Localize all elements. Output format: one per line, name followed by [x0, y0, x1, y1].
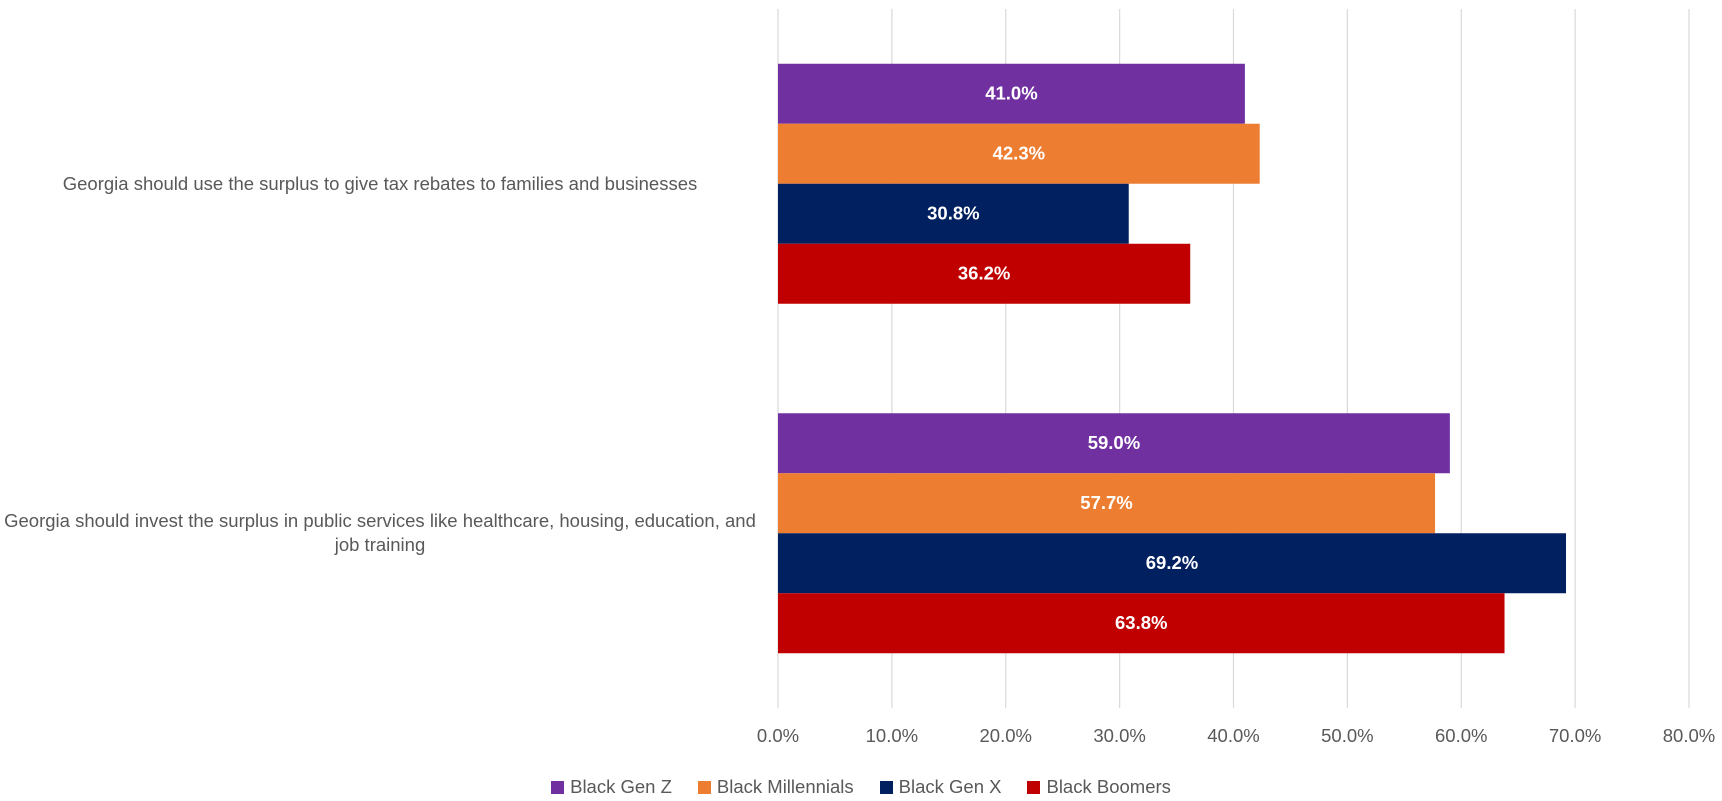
legend-item: Black Millennials: [697, 776, 854, 798]
x-tick-label: 0.0%: [757, 725, 799, 746]
legend-label: Black Boomers: [1046, 776, 1171, 797]
legend-label: Black Millennials: [716, 776, 854, 797]
x-tick-label: 20.0%: [980, 725, 1032, 746]
x-tick-label: 30.0%: [1093, 725, 1145, 746]
value-label: 42.3%: [993, 143, 1045, 164]
bar: [778, 243, 1191, 304]
value-label: 69.2%: [1146, 552, 1198, 573]
category-label: Georgia should use the surplus to give t…: [62, 172, 698, 194]
x-tick-label: 40.0%: [1207, 725, 1259, 746]
value-label: 59.0%: [1088, 432, 1140, 453]
legend-swatch: [551, 780, 565, 794]
x-tick-label: 60.0%: [1435, 725, 1487, 746]
legend-item: Black Gen Z: [551, 776, 672, 798]
value-label: 41.0%: [985, 83, 1037, 104]
legend-item: Black Boomers: [1027, 776, 1171, 798]
legend: Black Gen Z Black Millennials Black Gen X B…: [0, 776, 1722, 798]
legend-swatch: [1027, 780, 1041, 794]
value-label: 57.7%: [1080, 492, 1132, 513]
bar: [778, 533, 1567, 594]
value-label: 63.8%: [1115, 612, 1167, 633]
x-tick-label: 80.0%: [1663, 725, 1715, 746]
bar: [778, 183, 1129, 244]
x-tick-label: 70.0%: [1549, 725, 1601, 746]
value-label: 30.8%: [927, 203, 979, 224]
legend-swatch: [879, 780, 893, 794]
bar: [778, 413, 1450, 474]
legend-label: Black Gen X: [898, 776, 1002, 797]
x-tick-label: 50.0%: [1321, 725, 1373, 746]
legend-label: Black Gen Z: [570, 776, 672, 797]
legend-item: Black Gen X: [879, 776, 1002, 798]
bar: [778, 473, 1436, 534]
bar: [778, 593, 1505, 654]
value-label: 36.2%: [958, 263, 1010, 284]
x-tick-label: 10.0%: [866, 725, 918, 746]
category-label: Georgia should invest the surplus in pub…: [4, 510, 756, 556]
legend-swatch: [697, 780, 711, 794]
bar: [778, 63, 1245, 124]
bar: [778, 123, 1260, 184]
